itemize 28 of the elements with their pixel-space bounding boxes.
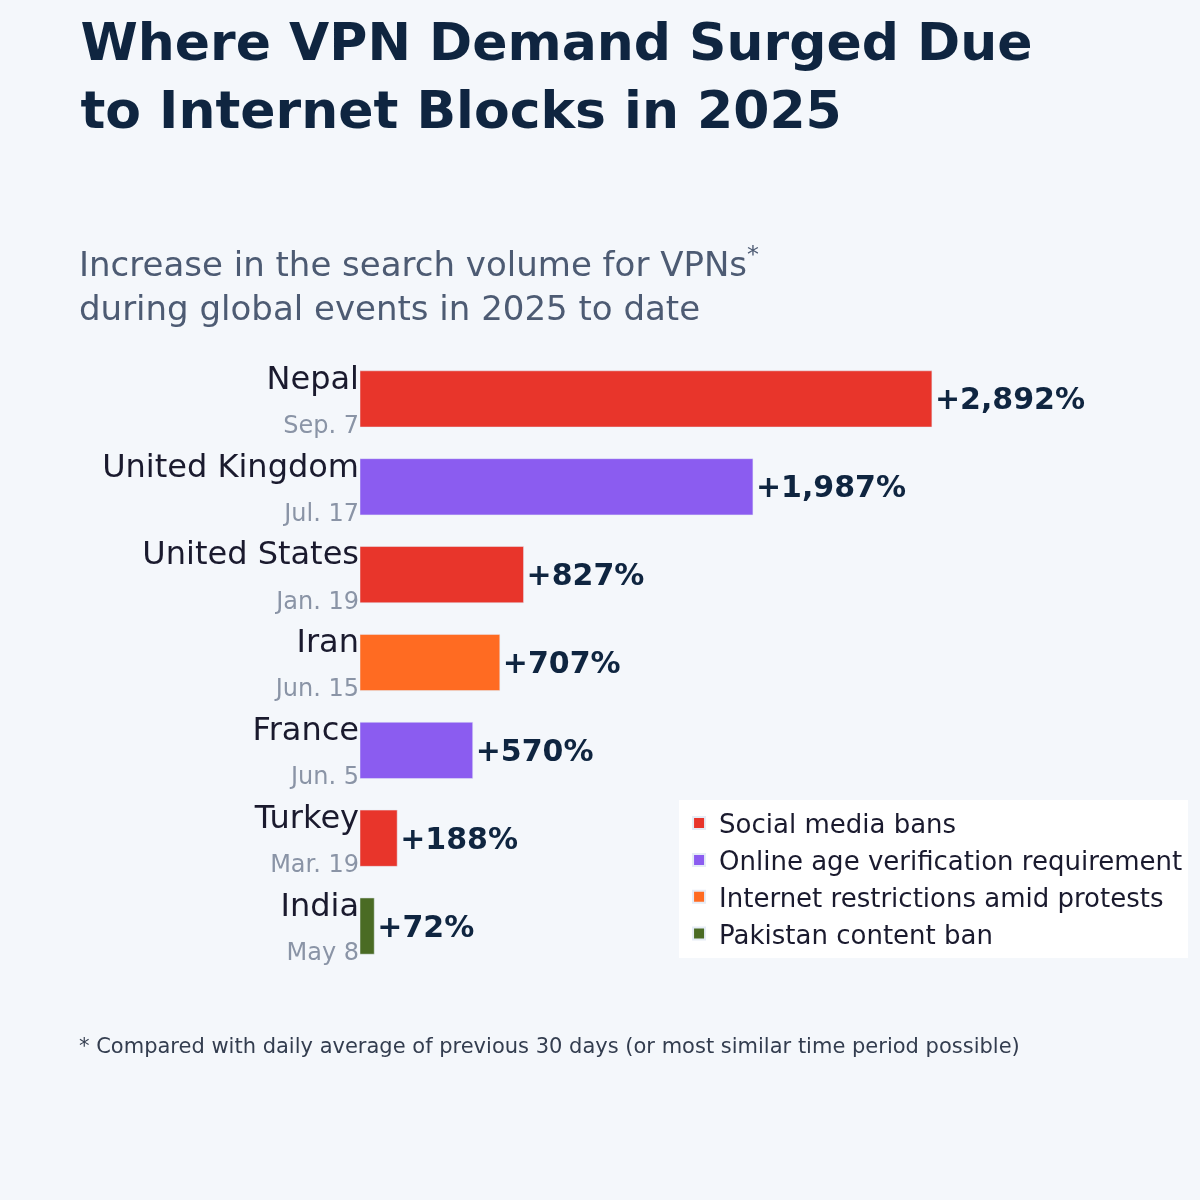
legend-label: Social media bans bbox=[719, 809, 957, 840]
data-label: +72% bbox=[377, 908, 475, 944]
y-tick-label: Turkey Mar. 19 bbox=[253, 798, 359, 879]
data-label: +707% bbox=[502, 645, 621, 680]
legend-label: Pakistan content ban bbox=[719, 919, 993, 950]
y-tick-label: Iran Jun. 15 bbox=[273, 622, 359, 703]
chart-title: Where VPN Demand Surged Due to Internet Blocks in 2025 bbox=[80, 12, 1033, 140]
bar bbox=[360, 458, 754, 516]
data-label: +570% bbox=[475, 732, 594, 768]
bar bbox=[360, 634, 501, 691]
bar bbox=[360, 897, 375, 955]
data-label: +2,892% bbox=[934, 381, 1085, 417]
data-label: +188% bbox=[400, 820, 519, 856]
bar bbox=[360, 721, 473, 779]
text: * Compared with daily average of previous 30 days (or most similar time period possible) bbox=[79, 1034, 1020, 1058]
data-label: +1,987% bbox=[755, 469, 907, 505]
legend-label: Internet restrictions amid protests bbox=[719, 882, 1164, 913]
y-tick-label: United Kingdom Jul. 17 bbox=[102, 446, 359, 527]
bar bbox=[360, 546, 524, 604]
data-label: +827% bbox=[526, 557, 645, 593]
legend-label: Online age verification requirement bbox=[719, 846, 1183, 877]
y-tick-label: United States Jan. 19 bbox=[142, 534, 359, 615]
text: Increase in the search volume for VPNs$^{*}$ during global events in 2025 to date bbox=[79, 240, 759, 329]
bar bbox=[360, 370, 933, 428]
y-tick-label: Nepal Sep. 7 bbox=[266, 358, 359, 439]
bar bbox=[360, 809, 398, 867]
y-tick-label: France Jun. 5 bbox=[252, 710, 359, 791]
y-tick-label: India May 8 bbox=[280, 885, 359, 967]
